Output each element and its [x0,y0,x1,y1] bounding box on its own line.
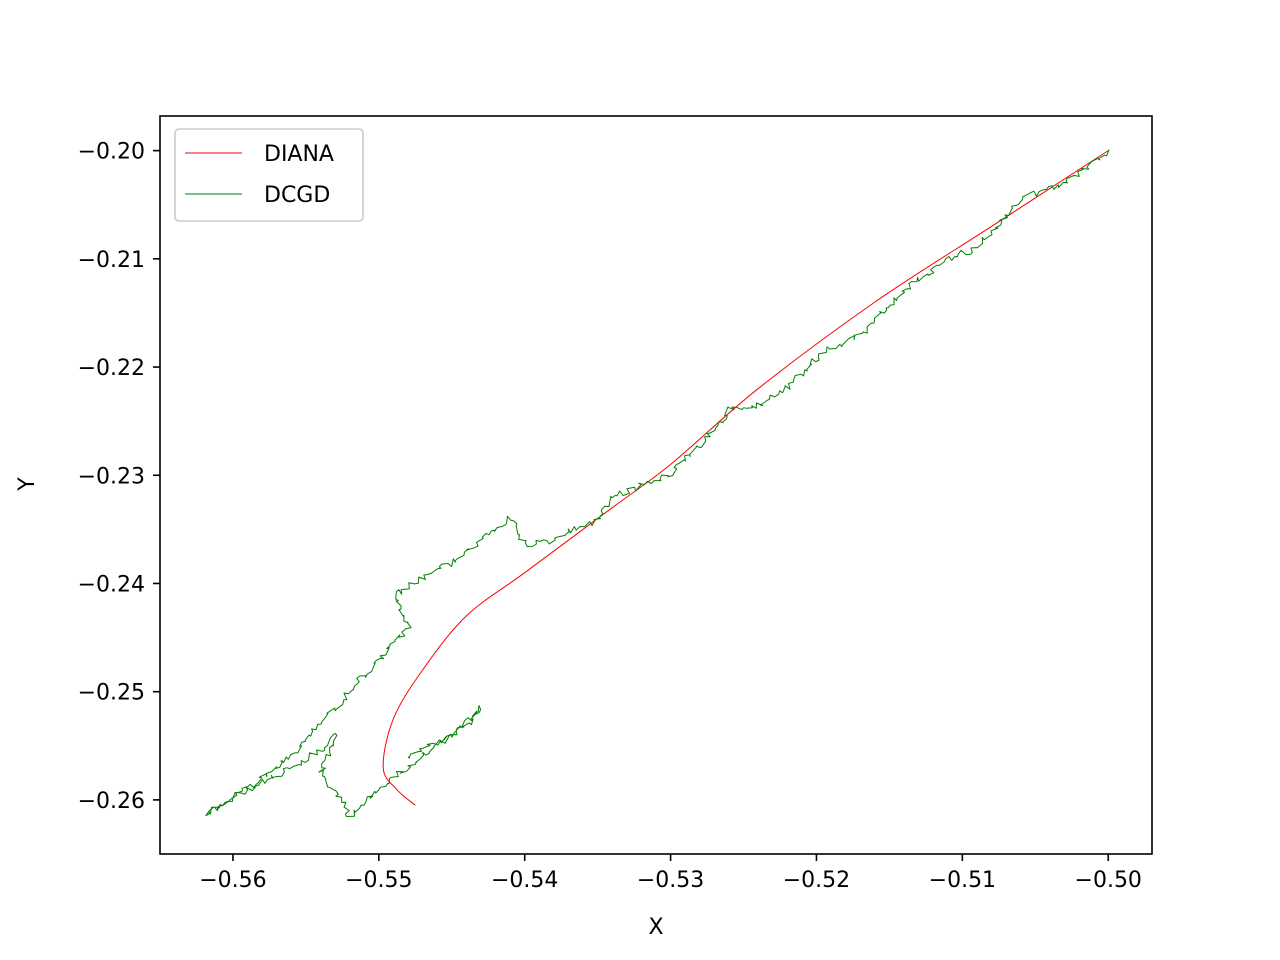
x-tick-label: −0.54 [491,868,558,893]
series-line-dcgd [205,149,1110,817]
x-tick-label: −0.50 [1075,868,1142,893]
x-tick-label: −0.56 [199,868,266,893]
y-tick-label: −0.22 [78,356,145,381]
legend-box [174,128,364,222]
x-tick-label: −0.51 [929,868,996,893]
y-tick-label: −0.20 [78,140,145,165]
y-tick-label: −0.21 [78,248,145,273]
y-tick-label: −0.26 [78,789,145,814]
series-line-diana [382,150,1109,806]
x-tick-label: −0.52 [783,868,850,893]
series-layer [205,149,1110,817]
legend-label-diana: DIANA [264,142,334,167]
plot-frame [159,115,1153,855]
x-tick-label: −0.53 [637,868,704,893]
y-tick-label: −0.25 [78,681,145,706]
y-tick-label: −0.23 [78,464,145,489]
legend: DIANA DCGD [174,128,364,222]
y-axis: −0.20 −0.21 −0.22 −0.23 −0.24 −0.25 −0.26 [78,140,160,814]
y-axis-label: Y [15,477,40,492]
x-axis: −0.56 −0.55 −0.54 −0.53 −0.52 −0.51 −0.50 [199,854,1142,893]
x-axis-label: X [648,915,663,940]
x-tick-label: −0.55 [345,868,412,893]
legend-label-dcgd: DCGD [264,183,330,208]
y-tick-label: −0.24 [78,572,145,597]
